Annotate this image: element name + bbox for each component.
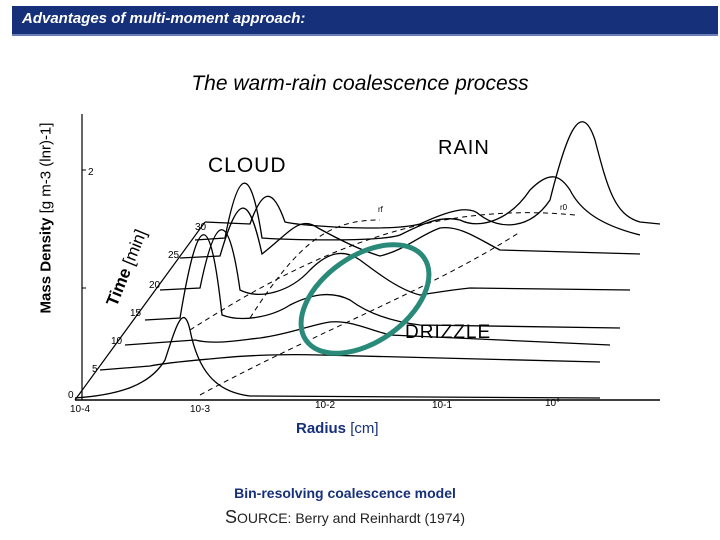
header-bar: Advantages of multi-moment approach: [12, 6, 718, 36]
x-axis-label-unit: [cm] [350, 420, 379, 437]
time-tick-5: 5 [92, 364, 98, 375]
figure-caption: Bin-resolving coalescence model [234, 485, 456, 501]
curve-t25 [194, 176, 641, 241]
drizzle-highlight-ellipse [298, 242, 432, 356]
time-tick-10: 10 [111, 336, 123, 347]
time-tick-30: 30 [195, 222, 207, 233]
rain-label: RAIN [438, 137, 490, 159]
source-prefix: S [224, 507, 237, 527]
curve-t7 [124, 321, 611, 346]
x-tick-1e-2: 10-2 [315, 400, 335, 411]
source-citation: SOURCE: Berry and Reinhardt (1974) [0, 507, 690, 528]
ridge-cloud [249, 219, 381, 319]
source-text: OURCE: Berry and Reinhardt (1974) [237, 510, 465, 526]
ridge-lines [189, 212, 576, 396]
curve-t10 [144, 234, 621, 329]
drizzle-label: DRIZZLE [405, 322, 492, 343]
curve-t20 [179, 207, 641, 259]
x-tick-1e-4: 10-4 [70, 404, 90, 415]
curve-t0 [74, 316, 601, 399]
curve-t30 [204, 121, 661, 229]
x-axis-label-name: Radius [296, 420, 347, 437]
curves [74, 121, 661, 399]
time-tick-0: 0 [68, 390, 74, 401]
rf-label: rf [378, 205, 384, 214]
time-tick-25: 25 [168, 250, 180, 261]
x-tick-1e-3: 10-3 [190, 404, 210, 415]
x-tick-1e-1: 10-1 [432, 400, 452, 411]
ridge-rf [189, 212, 576, 331]
header-title: Advantages of multi-moment approach: [22, 10, 306, 27]
x-axis-label: Radius [cm] [296, 420, 379, 437]
time-tick-20: 20 [149, 280, 161, 291]
cloud-label: CLOUD [208, 154, 287, 177]
x-tick-1e0: 10° [545, 398, 560, 409]
curve-t15 [159, 229, 631, 296]
time-axis-line [74, 221, 206, 401]
slide-subtitle: The warm-rain coalescence process [191, 72, 529, 95]
time-tick-15: 15 [130, 308, 142, 319]
curve-t5 [99, 353, 601, 371]
ridge-r0 [199, 231, 521, 396]
y-tick-2: 2 [88, 167, 94, 178]
r0-label: r0 [560, 203, 568, 212]
